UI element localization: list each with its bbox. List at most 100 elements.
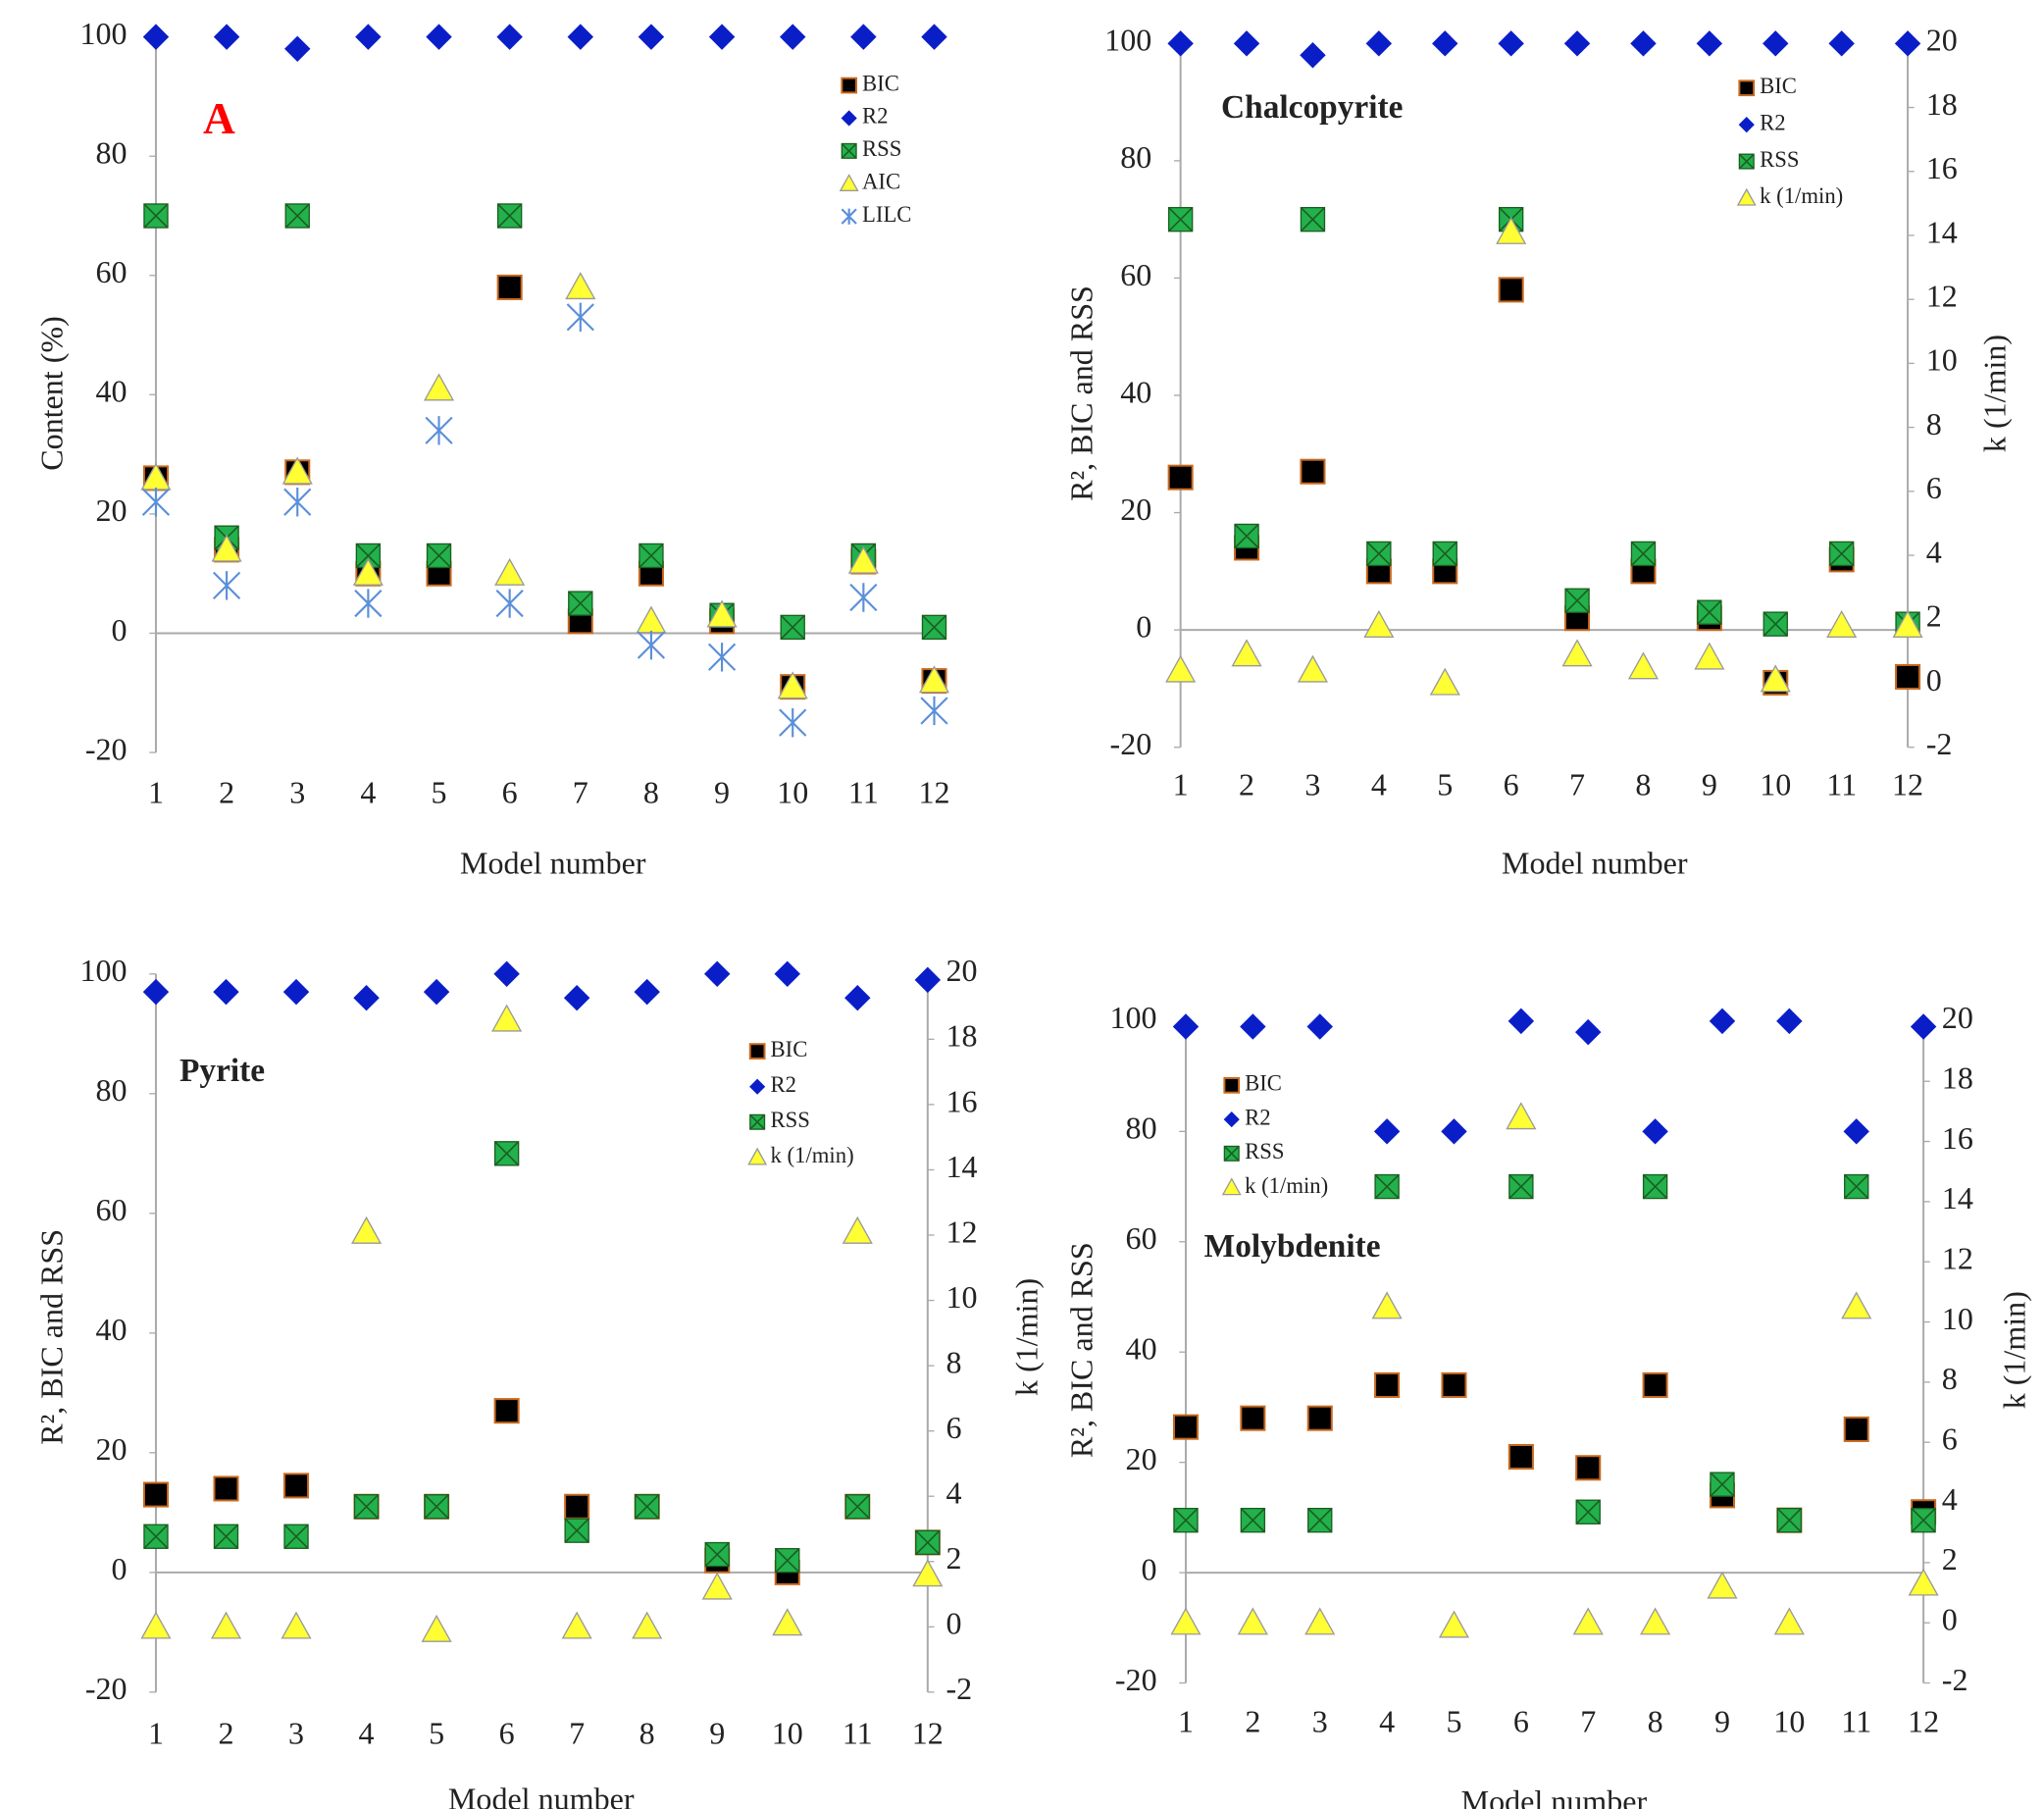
rss-cross	[283, 1524, 309, 1549]
y2-tick-label: 20	[1926, 23, 1958, 58]
x-axis-label: Model number	[1461, 1783, 1648, 1809]
asterisk-marker	[849, 583, 878, 612]
triangle-marker	[1438, 1610, 1470, 1638]
y2-tick-label: 4	[946, 1475, 962, 1511]
diamond-marker	[638, 24, 665, 50]
y-tick-label: 80	[1120, 139, 1151, 175]
diamond-marker	[1763, 30, 1789, 57]
triangle-marker	[423, 373, 455, 401]
rss-marker	[844, 1494, 870, 1520]
x-tick-label: 8	[639, 1716, 655, 1751]
bic-marker	[564, 1493, 590, 1520]
legend-label: k (1/min)	[1760, 183, 1843, 208]
x-axis-label: Model number	[460, 846, 646, 881]
y-tick-label: 80	[96, 135, 128, 171]
x-tick-label: 4	[1371, 766, 1387, 801]
triangle-marker	[701, 1572, 733, 1600]
y2-tick-label: 6	[1926, 470, 1942, 505]
legend-label: R2	[771, 1072, 797, 1097]
rss-cross	[1223, 1145, 1240, 1162]
diamond-marker	[779, 24, 806, 50]
rss-cross	[213, 1524, 239, 1549]
triangle-marker	[1231, 639, 1262, 667]
asterisk-marker	[566, 302, 594, 333]
bic-marker	[493, 1398, 520, 1424]
x-tick-label: 11	[848, 774, 879, 809]
triangle-marker	[494, 557, 526, 586]
x-tick-label: 6	[502, 774, 518, 809]
x-tick-label: 1	[1173, 766, 1189, 801]
rss-marker	[749, 1113, 766, 1130]
x-tick-label: 4	[360, 774, 376, 809]
diamond-marker	[142, 24, 170, 50]
bic-marker	[841, 77, 858, 94]
rss-cross	[1738, 153, 1755, 170]
y-tick-label: 40	[96, 1312, 128, 1347]
rss-marker	[704, 1541, 730, 1568]
legend-label: AIC	[862, 169, 900, 193]
x-tick-label: 1	[148, 1716, 164, 1751]
diamond-marker	[1563, 30, 1591, 57]
x-tick-label: 2	[1239, 766, 1254, 801]
y2-tick-label: 14	[1942, 1180, 1973, 1215]
asterisk-marker	[495, 589, 524, 618]
rss-cross	[1307, 1508, 1333, 1533]
diamond-marker	[213, 978, 239, 1006]
y2-tick-label: 16	[946, 1083, 978, 1118]
diamond-marker	[1696, 30, 1723, 57]
triangle-marker	[1363, 609, 1395, 638]
x-tick-label: 7	[1569, 766, 1585, 801]
rss-marker	[1307, 1507, 1333, 1533]
bic-marker	[1441, 1371, 1467, 1398]
bic-marker	[1895, 663, 1921, 690]
y-tick-label: 0	[112, 1551, 128, 1586]
annotation: Molybdenite	[1204, 1228, 1381, 1265]
bic-marker	[748, 1043, 766, 1060]
rss-marker	[780, 614, 805, 641]
rss-marker	[568, 591, 593, 616]
triangle-marker	[1170, 1607, 1201, 1635]
rss-cross	[1763, 611, 1788, 637]
triangle-marker	[1237, 1607, 1268, 1635]
legend-label: k (1/min)	[1245, 1173, 1328, 1198]
y2-tick-label: 20	[1942, 1000, 1973, 1035]
legend-label: BIC	[1760, 74, 1797, 98]
asterisk-marker	[425, 416, 453, 445]
bic-marker	[1306, 1405, 1333, 1431]
x-tick-label: 7	[573, 774, 588, 809]
y2-tick-label: 18	[1942, 1060, 1973, 1096]
triangle-marker	[1429, 667, 1460, 696]
triangle-marker	[1165, 654, 1197, 683]
rss-marker	[143, 1524, 169, 1549]
rss-marker	[1223, 1145, 1240, 1162]
diamond-marker	[1498, 30, 1524, 57]
y2-tick-label: -2	[1926, 726, 1953, 761]
diamond-marker	[563, 984, 590, 1011]
y-tick-label: -20	[1110, 726, 1152, 761]
rss-marker	[1763, 611, 1788, 637]
diamond-marker	[1365, 30, 1393, 57]
x-tick-label: 5	[432, 774, 447, 809]
rss-cross	[1575, 1499, 1601, 1525]
diamond-marker	[423, 978, 450, 1006]
rss-cross	[749, 1113, 766, 1130]
rss-cross	[1844, 1173, 1869, 1200]
x-tick-label: 5	[1437, 766, 1453, 801]
triangle-marker	[1908, 1568, 1939, 1596]
x-tick-label: 3	[1304, 766, 1320, 801]
diamond-marker	[355, 24, 382, 50]
y2-tick-label: 6	[946, 1410, 962, 1445]
diamond-marker	[1910, 1013, 1937, 1040]
rss-marker	[841, 142, 857, 159]
triangle-marker	[281, 1611, 312, 1639]
rss-marker	[1911, 1507, 1936, 1533]
rss-cross	[426, 543, 452, 569]
bic-marker	[1642, 1371, 1668, 1398]
y2-tick-label: 10	[1926, 342, 1958, 378]
rss-marker	[355, 543, 382, 569]
rss-marker	[1173, 1507, 1199, 1533]
x-tick-label: 8	[1648, 1704, 1663, 1739]
bic-marker	[1374, 1371, 1401, 1398]
legend-label: RSS	[1245, 1139, 1284, 1163]
x-tick-label: 11	[1826, 766, 1857, 801]
